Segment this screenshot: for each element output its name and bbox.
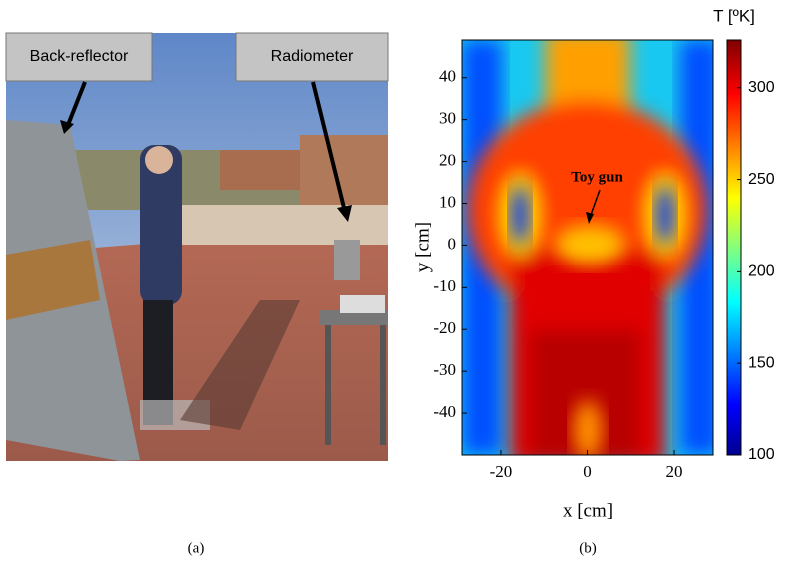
y-tick-label: 30 — [439, 109, 456, 128]
label: Radiometer — [271, 48, 354, 65]
y-tick-label: -40 — [433, 402, 456, 421]
y-tick-label: -20 — [433, 318, 456, 337]
y-axis-label: y [cm] — [412, 222, 433, 272]
x-axis-label: x [cm] — [563, 500, 613, 521]
y-tick-label: -30 — [433, 360, 456, 379]
y-tick-label: 10 — [439, 192, 456, 211]
y-tick-label: 40 — [439, 67, 456, 86]
colorbar-tick-label: 150 — [748, 354, 775, 371]
figure: Back-reflector Radiometer (a) Toy gun x … — [0, 0, 786, 567]
colorbar-tick-label: 250 — [748, 171, 775, 188]
y-tick-label: -10 — [433, 276, 456, 295]
caption: (a) — [188, 540, 205, 556]
y-tick-label: 20 — [439, 150, 456, 169]
caption: (b) — [579, 540, 597, 556]
x-tick-label: 0 — [583, 462, 592, 481]
x-tick-label: 20 — [666, 462, 683, 481]
photo — [6, 33, 388, 461]
label: Back-reflector — [30, 48, 129, 65]
colorbar-title: T [ºK] — [713, 6, 755, 25]
colorbar-tick-label: 100 — [748, 446, 775, 463]
y-tick-label: 0 — [448, 234, 457, 253]
heatmap — [462, 30, 720, 465]
colorbar-tick-label: 300 — [748, 79, 775, 96]
colorbar — [727, 40, 741, 455]
x-tick-label: -20 — [490, 462, 513, 481]
colorbar-tick-label: 200 — [748, 263, 775, 280]
annotation: Toy gun — [571, 169, 623, 185]
